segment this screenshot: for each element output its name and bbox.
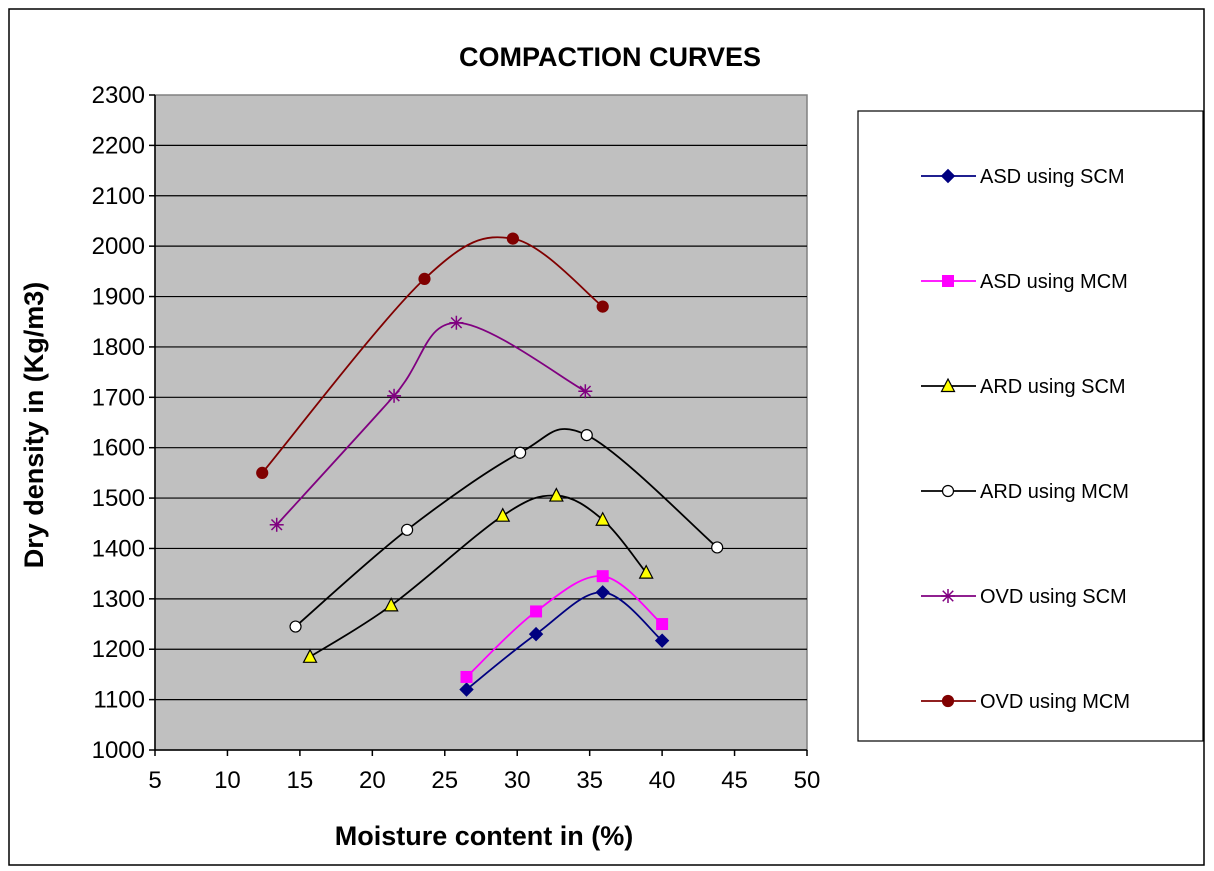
- y-tick-label: 1000: [92, 737, 145, 764]
- data-point: [459, 682, 474, 697]
- legend-label: ASD using SCM: [980, 166, 1125, 188]
- data-point: [711, 541, 724, 554]
- series-layer: [256, 232, 724, 697]
- data-point: [578, 384, 593, 399]
- data-point: [495, 507, 511, 522]
- legend-item: OVD using MCM: [921, 691, 1130, 713]
- series-line: [276, 321, 586, 526]
- legend-marker: [941, 694, 955, 708]
- grid-lines: [155, 144, 807, 701]
- series-line: [465, 591, 663, 691]
- x-axis-title: Moisture content in (%): [335, 821, 634, 851]
- series-ard-using-scm: [302, 487, 654, 663]
- data-point: [460, 670, 473, 683]
- data-point: [387, 388, 402, 403]
- y-tick-label: 1300: [92, 586, 145, 613]
- y-tick-label: 1600: [92, 435, 145, 462]
- data-point: [289, 620, 302, 633]
- y-tick-label: 2000: [92, 233, 145, 260]
- data-point: [595, 511, 611, 526]
- marker-stroke: [942, 590, 954, 602]
- y-tick-label: 2200: [92, 132, 145, 159]
- series-ovd-using-mcm: [256, 232, 609, 479]
- legend-label: ASD using MCM: [980, 271, 1128, 293]
- legend: ASD using SCM ASD using MCM ARD using SCM A…: [921, 166, 1130, 713]
- x-tick-label: 45: [721, 767, 748, 794]
- y-tick-label: 1800: [92, 334, 145, 361]
- legend-item: ARD using SCM: [921, 376, 1126, 398]
- marker-stroke: [579, 385, 592, 398]
- x-tick-label: 15: [287, 767, 314, 794]
- data-point: [302, 648, 318, 663]
- axes: [149, 94, 808, 756]
- data-point: [654, 633, 670, 648]
- legend-label: ARD using SCM: [980, 376, 1126, 398]
- data-point: [580, 428, 593, 442]
- legend-label: OVD using SCM: [980, 586, 1127, 608]
- data-point: [596, 300, 609, 313]
- chart-title: COMPACTION CURVES: [459, 42, 761, 72]
- data-point: [269, 517, 284, 532]
- data-point: [401, 523, 414, 536]
- legend-item: OVD using SCM: [921, 586, 1127, 608]
- data-point: [256, 466, 269, 479]
- data-point: [383, 597, 399, 612]
- y-tick-label: 1100: [93, 687, 145, 714]
- series-line: [465, 575, 663, 678]
- legend-item: ASD using MCM: [921, 271, 1128, 293]
- x-tick-label: 40: [649, 767, 676, 794]
- data-point: [528, 626, 544, 642]
- marker-stroke: [270, 519, 283, 531]
- data-point: [638, 564, 654, 579]
- data-point: [596, 570, 609, 583]
- x-tick-label: 10: [214, 767, 241, 794]
- x-tick-label: 25: [431, 767, 458, 794]
- x-tick-label: 5: [148, 767, 161, 794]
- y-axis-title: Dry density in (Kg/m3): [19, 282, 49, 569]
- legend-label: OVD using MCM: [980, 691, 1130, 713]
- data-point: [506, 232, 519, 245]
- data-point: [514, 446, 527, 459]
- legend-label: ARD using MCM: [980, 481, 1129, 503]
- data-point: [656, 618, 669, 631]
- x-tick-label: 50: [794, 767, 821, 794]
- x-tick-label: 35: [576, 767, 603, 794]
- plot-area: [154, 94, 808, 751]
- data-point: [449, 315, 464, 330]
- y-tick-label: 1400: [92, 535, 145, 562]
- legend-marker: [941, 589, 955, 603]
- legend-marker: [940, 168, 956, 184]
- legend-item: ARD using MCM: [921, 481, 1129, 503]
- data-point: [548, 487, 564, 502]
- data-point: [418, 272, 431, 286]
- y-tick-label: 1500: [92, 485, 145, 512]
- x-tick-label: 20: [359, 767, 386, 794]
- series-ovd-using-scm: [269, 315, 593, 532]
- y-tick-labels: 1000 1100 1200 1300 1400 1500 1600 1700 1800 1900…: [92, 82, 145, 764]
- y-tick-label: 1200: [92, 636, 145, 663]
- legend-marker: [942, 275, 954, 287]
- x-tick-labels: 5 10 15 20 25 30 35 40 45 50: [148, 767, 820, 794]
- series-asd-using-mcm: [460, 570, 669, 683]
- series-line: [261, 236, 604, 474]
- legend-item: ASD using SCM: [921, 166, 1125, 188]
- marker-stroke: [388, 390, 400, 402]
- marker-stroke: [450, 316, 463, 329]
- legend-marker: [941, 484, 955, 498]
- data-point: [595, 585, 610, 600]
- y-tick-label: 2300: [92, 82, 145, 109]
- y-tick-label: 1900: [92, 284, 145, 311]
- data-point: [530, 605, 543, 618]
- series-ard-using-mcm: [289, 428, 724, 633]
- y-tick-label: 2100: [92, 183, 145, 210]
- x-tick-label: 30: [504, 767, 531, 794]
- legend-box: [857, 110, 1204, 742]
- y-tick-label: 1700: [92, 384, 145, 411]
- legend-marker: [940, 377, 956, 393]
- series-asd-using-scm: [459, 585, 670, 697]
